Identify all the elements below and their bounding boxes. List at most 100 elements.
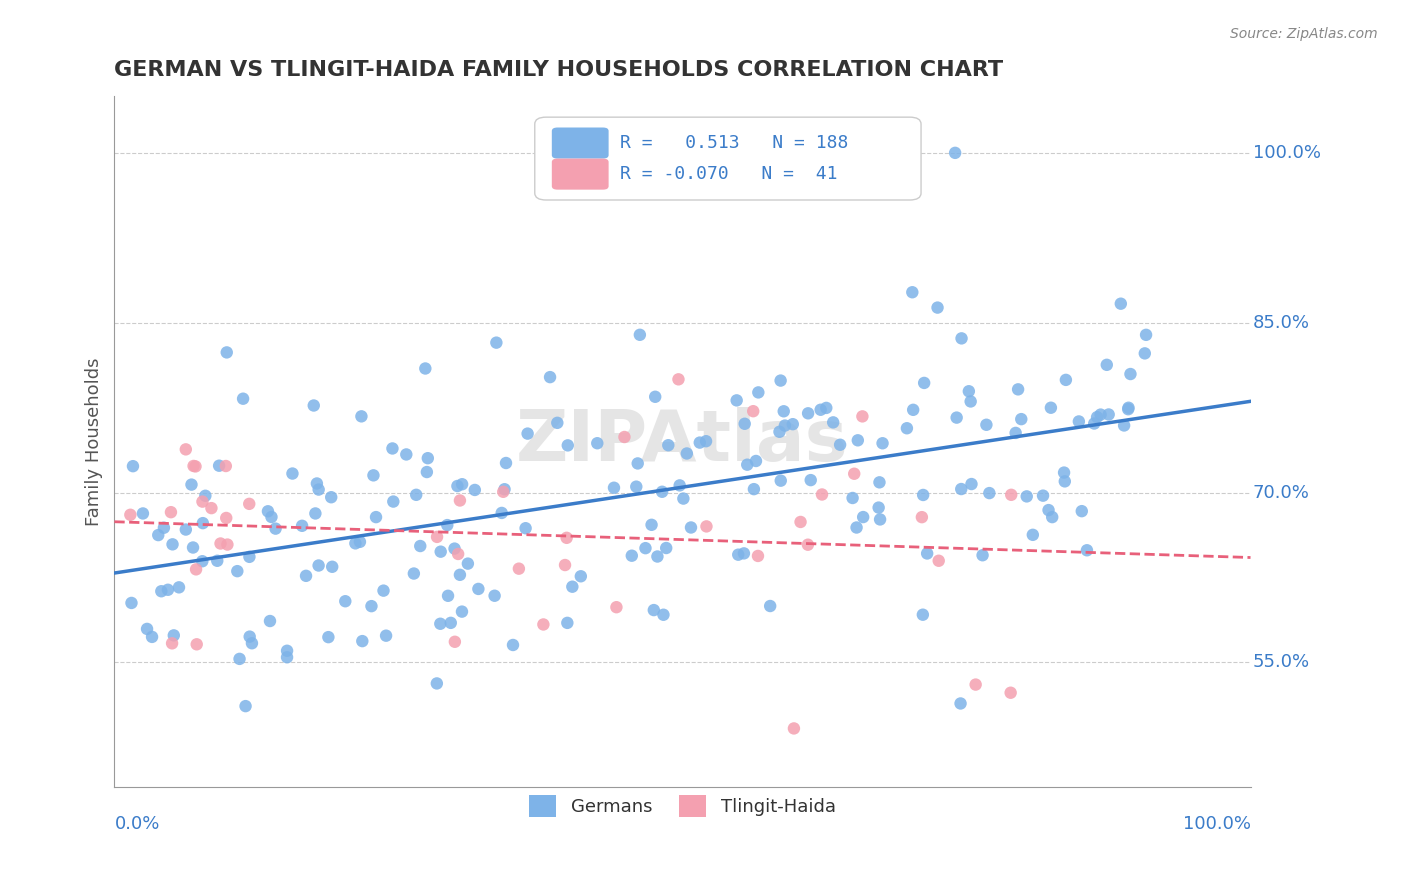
Point: [508, 562, 530, 576]
Point: [239, 630, 262, 644]
Point: [260, 510, 283, 524]
Point: [281, 467, 304, 481]
Point: [868, 500, 890, 515]
Point: [912, 376, 935, 390]
Point: [215, 511, 238, 525]
Point: [655, 541, 678, 555]
Point: [841, 491, 863, 505]
Point: [695, 519, 717, 533]
Point: [626, 480, 648, 494]
Point: [183, 458, 205, 473]
Point: [232, 392, 254, 406]
Point: [226, 564, 249, 578]
Point: [238, 549, 260, 564]
Point: [360, 599, 382, 614]
Point: [769, 374, 792, 388]
Point: [1133, 346, 1156, 360]
Point: [1040, 510, 1063, 524]
Point: [180, 477, 202, 491]
Point: [815, 401, 838, 415]
Point: [381, 442, 404, 456]
Point: [121, 596, 143, 610]
Point: [773, 418, 796, 433]
Point: [676, 446, 699, 460]
Point: [657, 438, 679, 452]
Point: [811, 487, 834, 501]
Point: [747, 549, 769, 563]
Point: [1083, 417, 1105, 431]
Point: [844, 467, 866, 481]
Point: [538, 370, 561, 384]
Point: [1000, 488, 1022, 502]
Point: [727, 548, 749, 562]
Point: [153, 521, 176, 535]
Point: [1118, 401, 1140, 415]
Point: [443, 541, 465, 556]
Point: [228, 652, 250, 666]
Point: [976, 417, 998, 432]
Point: [531, 617, 554, 632]
Point: [1054, 373, 1077, 387]
Point: [446, 479, 468, 493]
Point: [627, 457, 650, 471]
Point: [789, 515, 811, 529]
Point: [1004, 425, 1026, 440]
Point: [901, 402, 924, 417]
Point: [440, 615, 463, 630]
Point: [869, 475, 891, 490]
Text: R =   0.513   N = 188: R = 0.513 N = 188: [620, 134, 848, 152]
Point: [1032, 489, 1054, 503]
Point: [259, 614, 281, 628]
Point: [318, 630, 340, 644]
Point: [1114, 418, 1136, 433]
Point: [555, 531, 578, 545]
Point: [429, 616, 451, 631]
Point: [605, 600, 627, 615]
Text: 0.0%: 0.0%: [114, 814, 160, 832]
Point: [613, 430, 636, 444]
Point: [191, 516, 214, 530]
Point: [733, 546, 755, 560]
Point: [782, 417, 804, 432]
Point: [302, 399, 325, 413]
Point: [516, 426, 538, 441]
Point: [759, 599, 782, 613]
Point: [797, 406, 820, 420]
Point: [742, 404, 765, 418]
Point: [647, 549, 669, 564]
Point: [217, 537, 239, 551]
Point: [546, 416, 568, 430]
Point: [494, 482, 516, 496]
Point: [634, 541, 657, 556]
Point: [209, 536, 232, 550]
Point: [745, 454, 768, 468]
Point: [132, 507, 155, 521]
Point: [150, 584, 173, 599]
Point: [896, 421, 918, 435]
Point: [959, 394, 981, 409]
Point: [208, 458, 231, 473]
Point: [449, 493, 471, 508]
Point: [449, 567, 471, 582]
Point: [502, 638, 524, 652]
Point: [800, 473, 823, 487]
Point: [162, 537, 184, 551]
Point: [960, 477, 983, 491]
Point: [415, 361, 437, 376]
Point: [264, 522, 287, 536]
Point: [308, 483, 330, 497]
Point: [943, 145, 966, 160]
Point: [409, 539, 432, 553]
Point: [364, 510, 387, 524]
Point: [1067, 414, 1090, 428]
Point: [363, 468, 385, 483]
FancyBboxPatch shape: [551, 128, 609, 159]
Point: [734, 417, 756, 431]
Point: [852, 510, 875, 524]
Point: [174, 442, 197, 457]
Point: [321, 490, 343, 504]
Point: [240, 636, 263, 650]
Point: [305, 476, 328, 491]
Point: [769, 474, 792, 488]
Point: [235, 699, 257, 714]
